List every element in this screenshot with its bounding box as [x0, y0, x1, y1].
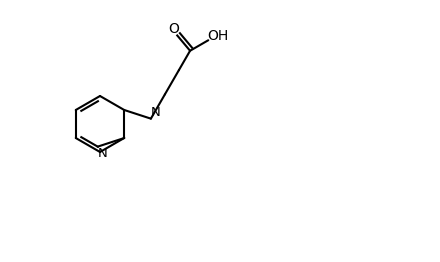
- Text: N: N: [151, 106, 161, 119]
- Text: OH: OH: [208, 29, 229, 43]
- Text: N: N: [98, 147, 107, 160]
- Text: O: O: [168, 22, 179, 36]
